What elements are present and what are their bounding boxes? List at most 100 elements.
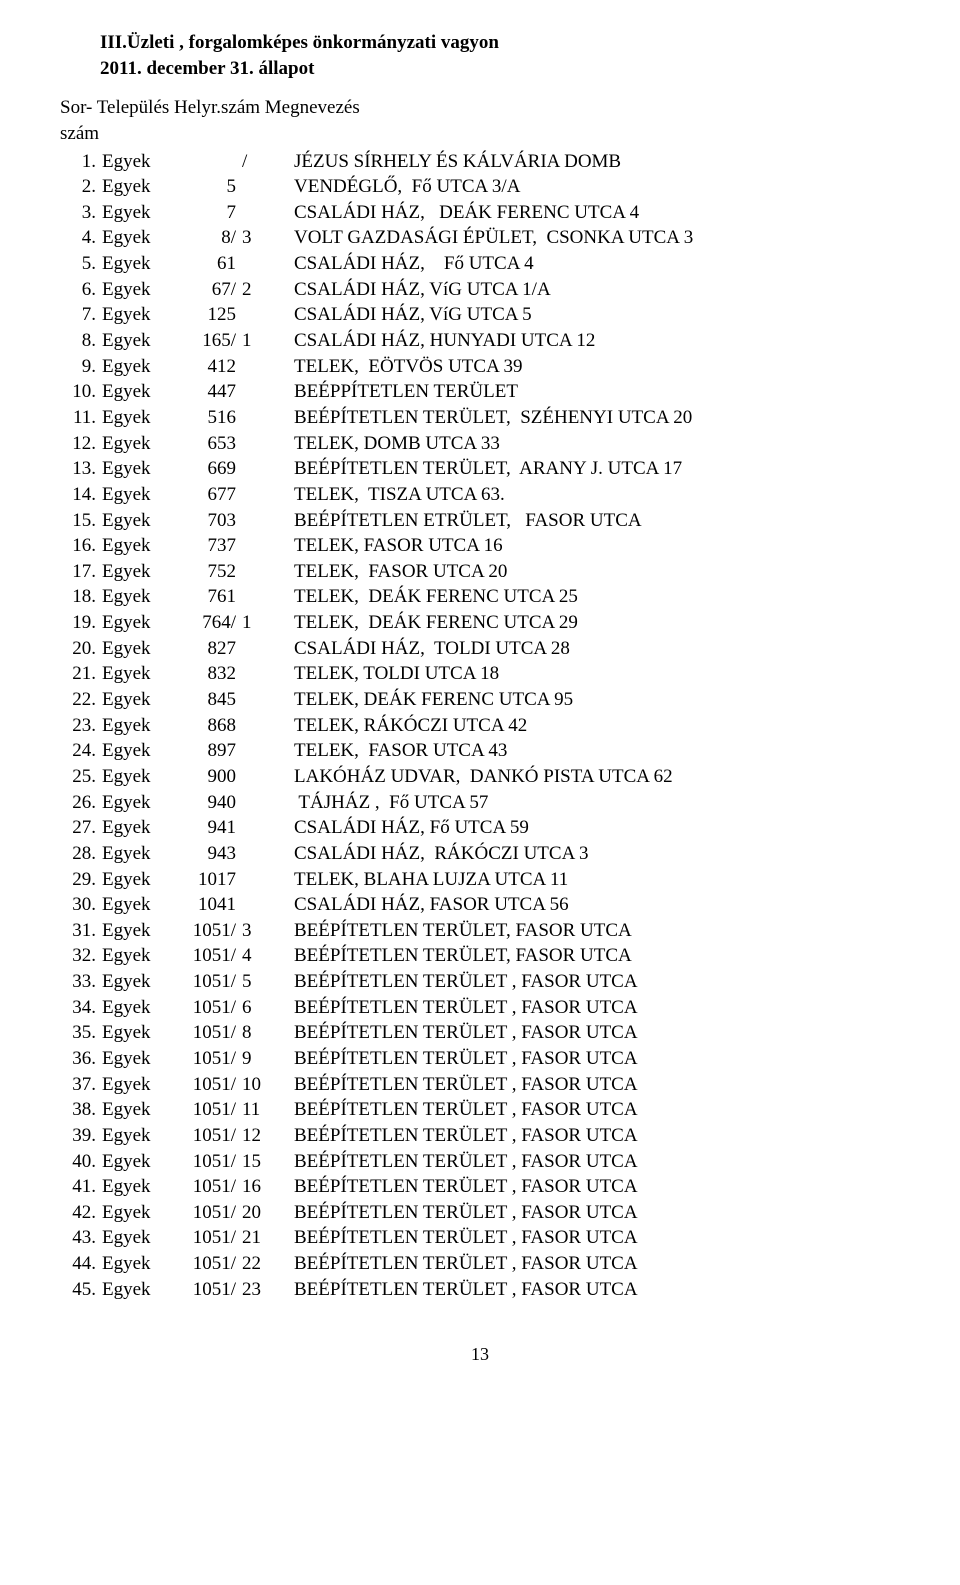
row-helyr: 1051/ [170, 1225, 242, 1251]
row-helyr: 165/ [170, 328, 242, 354]
row-helyr: 943 [170, 841, 242, 867]
row-helyr-sub: 4 [242, 943, 270, 969]
row-helyr: 125 [170, 302, 242, 328]
row-index: 12. [60, 431, 100, 457]
row-helyr: 653 [170, 431, 242, 457]
row-helyr-sub [242, 405, 270, 431]
table-row: 27.Egyek941CSALÁDI HÁZ, Fő UTCA 59 [60, 815, 900, 841]
row-description: CSALÁDI HÁZ, Fő UTCA 4 [270, 251, 900, 277]
table-row: 33.Egyek1051/5BEÉPÍTETLEN TERÜLET , FASO… [60, 969, 900, 995]
row-helyr-sub: 1 [242, 328, 270, 354]
row-town: Egyek [100, 1072, 170, 1098]
row-helyr: 1051/ [170, 1046, 242, 1072]
row-description: BEÉPÍTETLEN TERÜLET, FASOR UTCA [270, 918, 900, 944]
row-description: TELEK, DEÁK FERENC UTCA 25 [270, 584, 900, 610]
table-row: 16.Egyek737TELEK, FASOR UTCA 16 [60, 533, 900, 559]
table-row: 2.Egyek5VENDÉGLŐ, Fő UTCA 3/A [60, 174, 900, 200]
row-description: CSALÁDI HÁZ, DEÁK FERENC UTCA 4 [270, 200, 900, 226]
row-town: Egyek [100, 456, 170, 482]
row-description: CSALÁDI HÁZ, VíG UTCA 1/A [270, 277, 900, 303]
row-index: 18. [60, 584, 100, 610]
row-helyr [170, 149, 242, 175]
table-row: 43.Egyek1051/21BEÉPÍTETLEN TERÜLET , FAS… [60, 1225, 900, 1251]
table-row: 22.Egyek845TELEK, DEÁK FERENC UTCA 95 [60, 687, 900, 713]
row-index: 25. [60, 764, 100, 790]
table-row: 9.Egyek412TELEK, EÖTVÖS UTCA 39 [60, 354, 900, 380]
table-row: 39.Egyek1051/12BEÉPÍTETLEN TERÜLET , FAS… [60, 1123, 900, 1149]
row-helyr-sub [242, 713, 270, 739]
table-row: 7.Egyek125CSALÁDI HÁZ, VíG UTCA 5 [60, 302, 900, 328]
row-description: BEÉPÍTETLEN TERÜLET , FASOR UTCA [270, 1072, 900, 1098]
row-town: Egyek [100, 943, 170, 969]
row-description: TELEK, TOLDI UTCA 18 [270, 661, 900, 687]
row-index: 10. [60, 379, 100, 405]
row-helyr-sub: 16 [242, 1174, 270, 1200]
table-row: 29.Egyek1017TELEK, BLAHA LUJZA UTCA 11 [60, 867, 900, 893]
row-helyr-sub [242, 456, 270, 482]
row-helyr-sub: 12 [242, 1123, 270, 1149]
table-row: 42.Egyek1051/20BEÉPÍTETLEN TERÜLET , FAS… [60, 1200, 900, 1226]
row-helyr: 845 [170, 687, 242, 713]
row-index: 2. [60, 174, 100, 200]
row-helyr-sub [242, 764, 270, 790]
row-description: TELEK, FASOR UTCA 43 [270, 738, 900, 764]
table-row: 3.Egyek7CSALÁDI HÁZ, DEÁK FERENC UTCA 4 [60, 200, 900, 226]
row-town: Egyek [100, 200, 170, 226]
row-helyr-sub [242, 174, 270, 200]
row-description: CSALÁDI HÁZ, VíG UTCA 5 [270, 302, 900, 328]
table-row: 24.Egyek897TELEK, FASOR UTCA 43 [60, 738, 900, 764]
row-description: TELEK, TISZA UTCA 63. [270, 482, 900, 508]
row-index: 33. [60, 969, 100, 995]
row-town: Egyek [100, 302, 170, 328]
row-helyr-sub [242, 738, 270, 764]
row-description: BEÉPÍTETLEN TERÜLET , FASOR UTCA [270, 1097, 900, 1123]
row-helyr: 703 [170, 508, 242, 534]
row-town: Egyek [100, 969, 170, 995]
row-description: TELEK, BLAHA LUJZA UTCA 11 [270, 867, 900, 893]
row-town: Egyek [100, 328, 170, 354]
row-description: BEÉPÍTETLEN TERÜLET, ARANY J. UTCA 17 [270, 456, 900, 482]
row-index: 4. [60, 225, 100, 251]
table-row: 5.Egyek61CSALÁDI HÁZ, Fő UTCA 4 [60, 251, 900, 277]
row-index: 13. [60, 456, 100, 482]
row-index: 39. [60, 1123, 100, 1149]
row-helyr: 1051/ [170, 995, 242, 1021]
row-description: BEÉPÍTETLEN TERÜLET , FASOR UTCA [270, 1020, 900, 1046]
row-town: Egyek [100, 918, 170, 944]
row-helyr-sub [242, 354, 270, 380]
row-helyr-sub [242, 482, 270, 508]
row-description: CSALÁDI HÁZ, HUNYADI UTCA 12 [270, 328, 900, 354]
row-helyr-sub [242, 841, 270, 867]
row-town: Egyek [100, 431, 170, 457]
table-row: 14.Egyek677TELEK, TISZA UTCA 63. [60, 482, 900, 508]
row-town: Egyek [100, 251, 170, 277]
row-index: 44. [60, 1251, 100, 1277]
row-town: Egyek [100, 713, 170, 739]
table-row: 35.Egyek1051/8BEÉPÍTETLEN TERÜLET , FASO… [60, 1020, 900, 1046]
row-index: 5. [60, 251, 100, 277]
row-town: Egyek [100, 790, 170, 816]
row-index: 45. [60, 1277, 100, 1303]
table-row: 4.Egyek8/3VOLT GAZDASÁGI ÉPÜLET, CSONKA … [60, 225, 900, 251]
row-index: 26. [60, 790, 100, 816]
row-helyr-sub: 15 [242, 1149, 270, 1175]
row-helyr: 940 [170, 790, 242, 816]
table-row: 30.Egyek1041CSALÁDI HÁZ, FASOR UTCA 56 [60, 892, 900, 918]
table-row: 26.Egyek940 TÁJHÁZ , Fő UTCA 57 [60, 790, 900, 816]
row-town: Egyek [100, 584, 170, 610]
table-row: 20.Egyek827CSALÁDI HÁZ, TOLDI UTCA 28 [60, 636, 900, 662]
row-description: BEÉPÍTETLEN TERÜLET , FASOR UTCA [270, 1174, 900, 1200]
row-description: BEÉPÍTETLEN ETRÜLET, FASOR UTCA [270, 508, 900, 534]
row-description: BEÉPÍTETLEN TERÜLET , FASOR UTCA [270, 995, 900, 1021]
row-description: BEÉPÍTETLEN TERÜLET , FASOR UTCA [270, 969, 900, 995]
table-row: 8.Egyek165/1CSALÁDI HÁZ, HUNYADI UTCA 12 [60, 328, 900, 354]
row-helyr-sub [242, 559, 270, 585]
row-index: 31. [60, 918, 100, 944]
row-helyr: 832 [170, 661, 242, 687]
row-town: Egyek [100, 1225, 170, 1251]
table-row: 44.Egyek1051/22BEÉPÍTETLEN TERÜLET , FAS… [60, 1251, 900, 1277]
table-row: 15.Egyek703BEÉPÍTETLEN ETRÜLET, FASOR UT… [60, 508, 900, 534]
column-header-line2: szám [60, 121, 900, 147]
row-description: BEÉPÍTETLEN TERÜLET , FASOR UTCA [270, 1225, 900, 1251]
row-index: 16. [60, 533, 100, 559]
